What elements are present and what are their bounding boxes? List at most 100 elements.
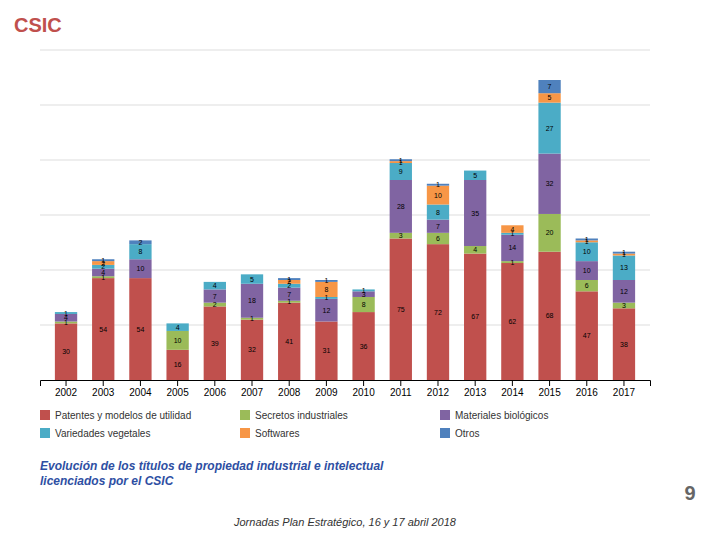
bar-segment [55, 323, 77, 380]
x-tick-mark [586, 380, 587, 386]
data-label: 5 [548, 94, 552, 101]
data-label: 7 [287, 291, 291, 298]
bar-segment [241, 320, 263, 380]
x-tick-mark [289, 380, 290, 386]
data-label: 8 [436, 209, 440, 216]
data-label: 4 [510, 226, 514, 233]
bar-segment [613, 308, 635, 380]
bar-segment [538, 252, 560, 380]
x-tick: 2012 [427, 380, 450, 398]
data-label: 1 [510, 259, 514, 266]
data-label: 32 [546, 180, 554, 187]
x-tick-mark [140, 380, 141, 386]
x-tick-mark [400, 380, 401, 386]
data-label: 39 [211, 340, 219, 347]
bar-segment [315, 322, 337, 380]
bar-segment [92, 278, 114, 380]
data-label: 16 [174, 361, 182, 368]
chart-root: CSIC930545416393241313675726762684738111… [0, 0, 720, 540]
bar-segment [166, 331, 188, 350]
data-label: 5 [473, 172, 477, 179]
data-label: 2 [138, 239, 142, 246]
data-label: 1 [250, 315, 254, 322]
data-label: 8 [324, 286, 328, 293]
data-label: 1 [287, 276, 291, 283]
legend-swatch [240, 428, 250, 438]
bar-segment [538, 154, 560, 214]
bar-segment [241, 284, 263, 318]
bar-segment [501, 263, 523, 380]
data-label: 72 [434, 309, 442, 316]
x-tick-label: 2006 [204, 387, 227, 398]
x-tick: 2014 [501, 380, 524, 398]
data-label: 2 [213, 301, 217, 308]
bar-segment [129, 278, 151, 380]
bar-segment [576, 291, 598, 380]
series [92, 93, 635, 297]
series [55, 214, 635, 350]
x-tick: 2007 [241, 380, 264, 398]
data-label: 4 [213, 282, 217, 289]
x-tick-mark [103, 380, 104, 386]
data-label: 30 [62, 348, 70, 355]
x-tick-label: 2014 [501, 387, 524, 398]
data-label: 14 [508, 244, 516, 251]
x-tick-label: 2005 [166, 387, 189, 398]
data-label: 68 [546, 312, 554, 319]
x-tick-mark [475, 380, 476, 386]
data-label: 1 [585, 236, 589, 243]
legend-item: Softwares [240, 428, 299, 439]
legend-item: Patentes y modelos de utilidad [40, 410, 191, 421]
series [55, 154, 635, 322]
data-label: 5 [250, 276, 254, 283]
bar-segment [613, 280, 635, 303]
data-label: 10 [583, 248, 591, 255]
subtitle: Jornadas Plan Estratégico, 16 y 17 abril… [233, 516, 457, 528]
data-label: 54 [99, 326, 107, 333]
data-label: 12 [620, 288, 628, 295]
legend-label: Secretos industriales [255, 410, 348, 421]
data-label: 35 [471, 210, 479, 217]
data-label: 7 [548, 83, 552, 90]
data-label: 1 [101, 257, 105, 264]
data-label: 62 [508, 318, 516, 325]
bar-segment [352, 297, 374, 312]
x-tick-mark [512, 380, 513, 386]
bar-segment [576, 242, 598, 261]
x-tick: 2004 [129, 380, 152, 398]
bar-segment [427, 186, 449, 205]
bar-segment [166, 350, 188, 380]
legend-label: Materiales biológicos [455, 410, 548, 421]
data-label: 10 [434, 192, 442, 199]
bar-segment [538, 103, 560, 154]
data-label: 6 [436, 235, 440, 242]
x-tick: 2017 [613, 380, 636, 398]
data-label: 1 [436, 181, 440, 188]
grid-line [40, 50, 650, 51]
legend-item: Materiales biológicos [440, 410, 548, 421]
bar-segment [501, 235, 523, 261]
legend-item: Otros [440, 428, 479, 439]
x-tick: 2008 [278, 380, 301, 398]
x-axis: 2002200320042005200620072008200920102011… [41, 380, 651, 398]
x-tick-label: 2010 [352, 387, 375, 398]
legend-swatch [40, 428, 50, 438]
x-tick-mark [66, 380, 67, 386]
bar-segment [576, 280, 598, 291]
page-number: 9 [684, 482, 695, 504]
bar-segment [166, 323, 188, 331]
x-tick-mark [252, 380, 253, 386]
data-label: 75 [397, 306, 405, 313]
data-labels: 3054541639324131367572676268473811102118… [62, 83, 628, 368]
x-tick-mark [363, 380, 364, 386]
x-tick: 2015 [538, 380, 561, 398]
x-tick-mark [623, 380, 624, 386]
bar-segment [464, 254, 486, 380]
x-tick-label: 2012 [427, 387, 450, 398]
data-label: 28 [397, 203, 405, 210]
x-tick: 2011 [390, 380, 412, 398]
bar-segment [464, 180, 486, 246]
data-label: 1 [64, 310, 68, 317]
bar-segment [501, 225, 523, 233]
data-label: 4 [473, 246, 477, 253]
